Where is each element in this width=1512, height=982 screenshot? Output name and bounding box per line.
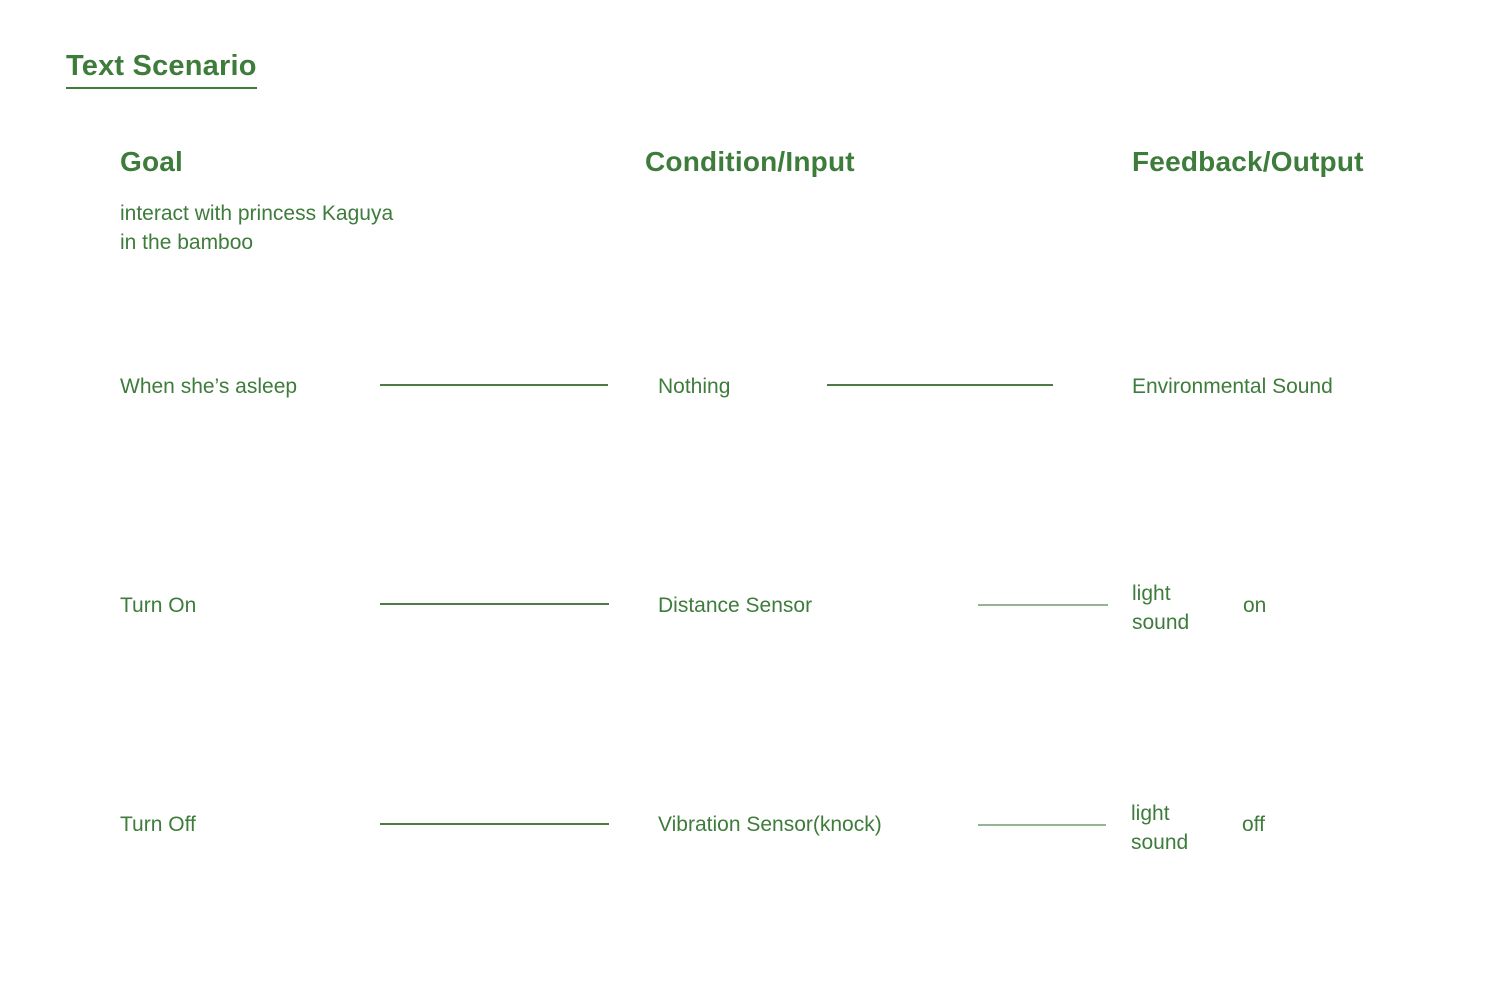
row3-connector-condition-feedback xyxy=(978,824,1106,826)
row1-connector-goal-condition xyxy=(380,384,608,386)
column-header-condition-input: Condition/Input xyxy=(645,146,855,177)
row1-feedback: Environmental Sound xyxy=(1132,375,1333,398)
page-title: Text Scenario xyxy=(66,50,257,89)
row2-connector-condition-feedback xyxy=(978,604,1108,606)
row3-connector-goal-condition xyxy=(380,823,609,825)
row2-feedback-state: on xyxy=(1243,594,1267,617)
row1-connector-condition-feedback xyxy=(827,384,1053,386)
row3-goal: Turn Off xyxy=(120,813,196,836)
row2-feedback-device: light sound xyxy=(1132,582,1190,634)
goal-description-line-2: in the bamboo xyxy=(120,231,254,254)
row3-feedback-device: light sound xyxy=(1131,802,1189,854)
row2-connector-goal-condition xyxy=(380,603,609,605)
row2-goal: Turn On xyxy=(120,594,197,617)
row3-condition: Vibration Sensor(knock) xyxy=(658,813,882,836)
column-header-goal: Goal xyxy=(120,146,184,177)
goal-description: interact with princess Kaguya in the bam… xyxy=(120,199,393,257)
goal-description-line-1: interact with princess Kaguya xyxy=(120,202,394,225)
column-header-feedback-output: Feedback/Output xyxy=(1132,146,1364,177)
row2-condition: Distance Sensor xyxy=(658,594,813,617)
row1-condition: Nothing xyxy=(658,375,731,398)
row3-feedback-state: off xyxy=(1242,813,1265,836)
row1-goal: When she’s asleep xyxy=(120,375,298,398)
